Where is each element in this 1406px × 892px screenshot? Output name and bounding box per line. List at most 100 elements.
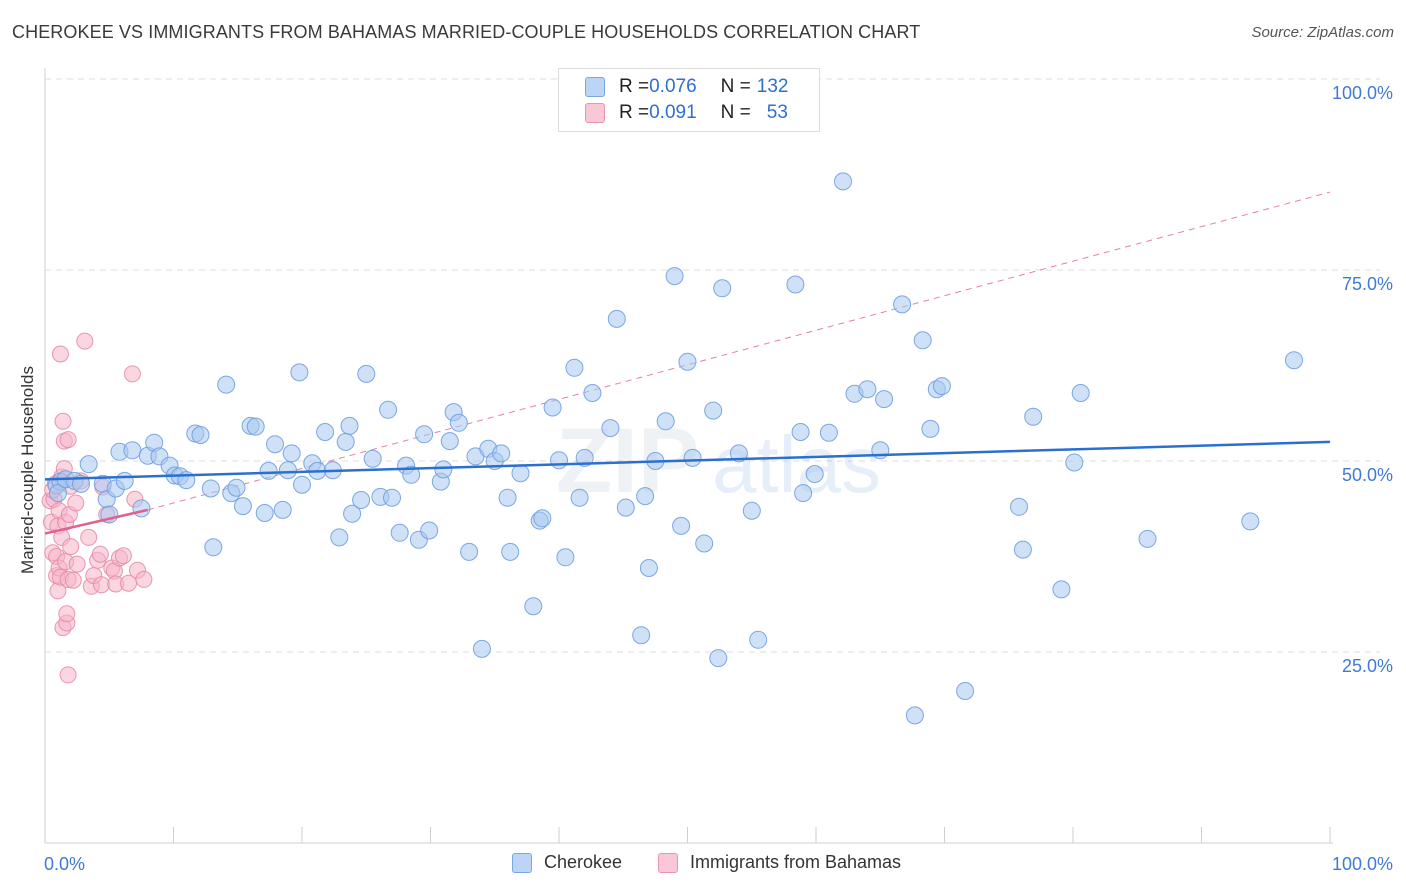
cherokee-point [259, 461, 278, 480]
r-label: R = [619, 76, 650, 97]
cherokee-point [683, 448, 702, 467]
cherokee-point [665, 267, 684, 286]
cherokee-point [498, 488, 517, 507]
cherokee-point [913, 331, 932, 350]
legend-label-bahamas: Immigrants from Bahamas [690, 852, 902, 872]
cherokee-point [1024, 407, 1043, 426]
cherokee-point [1052, 580, 1071, 599]
cherokee-point [583, 384, 602, 402]
cherokee-point [695, 534, 714, 553]
bahamas-point [135, 570, 153, 588]
bahamas-point [59, 666, 77, 684]
cherokee-point [550, 451, 568, 470]
cherokee-point [402, 465, 421, 484]
cherokee-point [379, 400, 398, 419]
cherokee-point [709, 649, 728, 668]
cherokee-point [819, 423, 838, 442]
cherokee-point [290, 363, 309, 382]
legend-row-cherokee: R = 0.076 N = 132 [585, 75, 788, 99]
bahamas-point [91, 545, 109, 563]
cherokee-point [420, 521, 439, 540]
cherokee-trend-line [44, 440, 1331, 481]
cherokee-point [278, 461, 297, 480]
grid-lines [45, 78, 1380, 653]
cherokee-point [217, 375, 236, 394]
cherokee-point [115, 471, 134, 490]
cherokee-point [352, 491, 371, 509]
cherokee-point [233, 497, 252, 516]
cherokee-point [713, 279, 732, 298]
bahamas-point [68, 555, 86, 573]
cherokee-swatch [585, 77, 605, 97]
cherokee-point [570, 488, 589, 507]
legend-label-cherokee: Cherokee [544, 852, 623, 872]
legend-row-bahamas: R = 0.091 N = 53 [585, 101, 788, 125]
cherokee-point [636, 487, 655, 506]
cherokee-point [191, 426, 210, 444]
r-value: 0.091 [649, 102, 697, 123]
n-label: N = [720, 102, 751, 123]
cherokee-point [390, 523, 409, 542]
bahamas-point [93, 576, 110, 594]
cherokee-point [501, 542, 520, 561]
n-value: 53 [766, 102, 788, 123]
bahamas-point [114, 547, 132, 565]
bahamas-swatch [585, 103, 605, 123]
x-tick-label: 0.0% [44, 854, 85, 874]
cherokee-point [204, 538, 223, 557]
cherokee-point [266, 435, 284, 454]
bahamas-swatch [658, 852, 678, 873]
cherokee-point [330, 528, 349, 547]
cherokee-swatch [512, 852, 532, 873]
cherokee-point [749, 630, 768, 649]
cherokee-point [565, 358, 584, 377]
cherokee-point [511, 464, 530, 483]
cherokee-point [246, 417, 265, 436]
cherokee-point [363, 449, 382, 468]
cherokee-point [575, 448, 594, 467]
cherokee-point [48, 484, 67, 503]
cherokee-point [607, 309, 626, 328]
cherokee-point [656, 412, 675, 431]
cherokee-point [336, 432, 355, 451]
y-tick-label: 75.0% [1342, 274, 1393, 294]
cherokee-point [791, 423, 810, 441]
x-tick-label: 100.0% [1332, 854, 1393, 874]
cherokee-point [1065, 453, 1084, 472]
cherokee-point [340, 416, 359, 435]
cherokee-point [616, 498, 635, 517]
correlation-legend: R = 0.076 N = 132 R = 0.091 N = 53 [558, 68, 820, 132]
bahamas-point [62, 538, 80, 556]
cherokee-point [79, 455, 98, 474]
bahamas-point [76, 332, 94, 350]
cherokee-point [415, 425, 434, 444]
cherokee-point [273, 500, 292, 519]
cherokee-point [1010, 497, 1028, 516]
cherokee-point [639, 559, 658, 577]
cherokee-point [533, 509, 552, 528]
bahamas-point [51, 345, 69, 363]
cherokee-point [932, 377, 951, 396]
cherokee-point [282, 444, 301, 463]
series-legend: Cherokee Immigrants from Bahamas [0, 852, 1406, 878]
bahamas-point [80, 528, 98, 546]
chart-title: CHEROKEE VS IMMIGRANTS FROM BAHAMAS MARR… [12, 22, 921, 42]
cherokee-point [227, 478, 246, 497]
cherokee-point [921, 419, 940, 438]
legend-item-bahamas: Immigrants from Bahamas [658, 852, 901, 873]
cherokee-point [201, 479, 220, 498]
cherokee-point [786, 275, 805, 294]
cherokee-point [805, 465, 824, 483]
y-tick-label: 25.0% [1342, 656, 1393, 676]
cherokee-point [293, 475, 311, 494]
cherokee-point [543, 398, 562, 417]
bahamas-point [54, 412, 72, 430]
cherokee-point [742, 501, 761, 520]
cherokee-point [434, 460, 453, 479]
cherokee-point [956, 682, 975, 700]
cherokee-point [449, 413, 468, 432]
cherokee-point [632, 626, 651, 645]
cherokee-point [460, 542, 479, 561]
cherokee-point [905, 706, 924, 725]
